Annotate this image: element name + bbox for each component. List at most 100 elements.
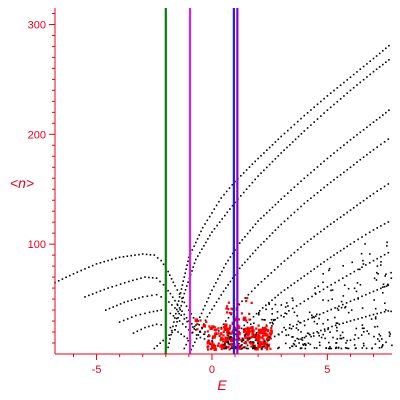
data-point [260, 331, 264, 335]
data-point [251, 181, 254, 184]
data-point [217, 327, 220, 330]
data-point [380, 264, 382, 266]
data-point [342, 322, 344, 324]
data-point [203, 323, 205, 325]
data-point [273, 269, 276, 271]
data-point [242, 172, 245, 174]
data-point [202, 308, 205, 311]
data-point [320, 329, 322, 332]
data-point [248, 338, 251, 340]
data-point [382, 283, 385, 286]
data-point [119, 303, 122, 305]
data-point [314, 292, 316, 295]
data-point [207, 335, 209, 338]
data-point [220, 327, 223, 330]
data-point [218, 334, 221, 337]
data-point [99, 290, 102, 292]
data-point [280, 198, 282, 200]
data-point [225, 346, 228, 348]
data-point [262, 334, 265, 337]
data-point [260, 217, 262, 220]
data-point [248, 166, 251, 168]
data-point [271, 321, 274, 324]
data-point [198, 324, 201, 326]
data-point [191, 332, 193, 334]
data-point [296, 323, 298, 326]
data-point [329, 223, 332, 225]
data-point [218, 330, 220, 332]
data-point [230, 332, 233, 335]
data-point [387, 183, 390, 185]
data-point [319, 344, 321, 347]
data-point [228, 338, 231, 340]
data-point [245, 188, 248, 190]
data-point [257, 175, 259, 177]
data-point [353, 344, 356, 346]
data-point [139, 313, 142, 316]
data-point [72, 273, 75, 275]
data-point [329, 92, 332, 94]
data-point [357, 337, 360, 339]
data-point [207, 238, 209, 240]
data-point [305, 344, 307, 347]
data-point [339, 98, 342, 100]
data-point [347, 311, 350, 314]
data-point [229, 324, 232, 327]
data-point [241, 300, 243, 303]
data-point [380, 346, 383, 349]
data-point [242, 328, 245, 330]
data-point [238, 332, 241, 335]
data-point [122, 319, 125, 322]
data-point [271, 325, 273, 327]
data-point [222, 325, 226, 329]
data-point [361, 295, 363, 298]
data-point [352, 136, 355, 139]
data-point [347, 287, 350, 290]
data-point [226, 211, 229, 214]
data-point [247, 293, 250, 296]
data-point [118, 256, 121, 259]
data-point [280, 223, 282, 226]
data-point [301, 336, 304, 339]
data-point [252, 347, 254, 350]
data-point [326, 157, 329, 160]
data-point [382, 344, 384, 346]
data-point [337, 346, 340, 349]
data-point [192, 317, 195, 319]
data-point [122, 256, 125, 258]
data-point [338, 279, 340, 282]
data-point [185, 305, 188, 307]
data-point [155, 293, 158, 296]
data-point [380, 287, 382, 290]
data-point [366, 76, 368, 78]
data-point [136, 278, 138, 281]
data-point [380, 188, 382, 190]
data-point [215, 301, 218, 303]
data-point [156, 257, 159, 259]
data-point [322, 281, 324, 284]
data-point [356, 134, 358, 136]
data-point [220, 336, 223, 339]
data-point [207, 297, 210, 299]
data-point [336, 322, 339, 324]
data-point [360, 334, 363, 336]
data-point [266, 166, 268, 169]
data-point [186, 264, 188, 266]
data-point [362, 199, 365, 202]
data-point [144, 276, 146, 278]
data-point [155, 277, 158, 279]
data-point [359, 284, 362, 286]
data-point [362, 78, 365, 81]
data-point [259, 328, 263, 331]
data-point [277, 155, 280, 157]
data-point [255, 327, 258, 330]
data-point [314, 287, 316, 289]
data-point [178, 307, 181, 309]
data-point [190, 313, 192, 315]
data-point [221, 345, 224, 348]
data-point [357, 298, 359, 300]
data-point [352, 207, 355, 209]
data-point [361, 266, 363, 268]
data-point [264, 319, 266, 321]
data-point [266, 330, 269, 333]
